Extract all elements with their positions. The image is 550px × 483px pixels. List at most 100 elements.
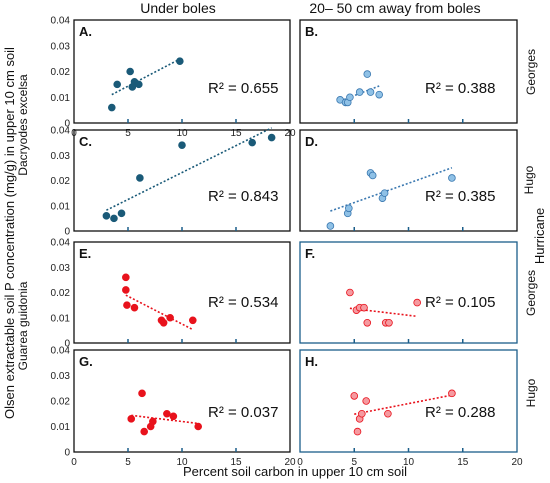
data-point	[346, 93, 354, 102]
panel-a: 00.010.020.030.040 5 10 15 20A.R² = 0.655	[51, 16, 296, 140]
data-point	[126, 67, 134, 76]
data-point	[448, 389, 456, 398]
x-tick-label: 10	[176, 457, 188, 468]
x-tick-label: 20	[284, 457, 296, 468]
y-tick-label: 0.03	[51, 41, 71, 52]
plot-frame	[299, 19, 518, 124]
data-point	[169, 412, 178, 421]
y-tick-label: 0.04	[51, 346, 71, 357]
y-tick-label: 0.01	[51, 422, 71, 433]
y-tick-label: 0.04	[51, 16, 71, 27]
data-point	[385, 318, 393, 327]
data-point	[194, 422, 203, 431]
data-point	[130, 303, 139, 312]
data-point	[189, 316, 197, 325]
data-point	[384, 409, 392, 418]
panel-f: F. R² = 0.105	[299, 241, 518, 344]
plot-frame	[299, 241, 518, 344]
trendline	[111, 58, 181, 96]
data-point	[368, 171, 377, 180]
x-axis-title: Percent soil carbon in upper 10 cm soil	[183, 464, 407, 479]
data-point	[413, 298, 421, 307]
row-label-hugo-bottom: Hugo	[524, 378, 538, 407]
x-tick-label: 5	[351, 457, 357, 468]
panel-letter: A.	[79, 24, 92, 39]
y-tick-label: 0.01	[51, 313, 71, 324]
x-tick-label: 5	[125, 457, 131, 468]
data-point	[102, 212, 111, 220]
species-label-top: Dacryodes excelsa	[16, 74, 30, 176]
y-tick-label: 0.01	[51, 201, 71, 212]
data-point	[375, 90, 384, 99]
data-point	[113, 80, 121, 89]
trendline	[106, 127, 272, 211]
data-point	[140, 427, 149, 436]
plot-frame	[73, 19, 291, 124]
data-point	[248, 138, 257, 147]
x-tick-label: 0	[297, 457, 303, 468]
panel-letter: B.	[305, 24, 318, 39]
trendline	[125, 294, 194, 331]
data-point	[166, 313, 174, 322]
y-tick-label: 0.03	[51, 371, 71, 382]
trendline	[131, 414, 199, 425]
plot-frame	[299, 129, 518, 232]
y-tick-label: 0.03	[51, 263, 71, 274]
panel-d: D. R² = 0.385	[299, 129, 518, 232]
data-point	[362, 397, 370, 405]
x-tick-label: 5	[125, 128, 131, 139]
panel-letter: F.	[305, 246, 315, 261]
panel-b: B. R² = 0.388	[299, 19, 518, 124]
r-squared-label: R² = 0.385	[425, 188, 495, 205]
row-label-georges-top: Georges	[524, 49, 538, 95]
data-point	[159, 318, 168, 327]
x-tick-label: 10	[176, 128, 188, 139]
y-axis-title: Olsen extractable soil P concentration (…	[2, 47, 17, 419]
data-point	[178, 141, 186, 149]
data-point	[358, 409, 366, 418]
data-point	[326, 222, 335, 230]
y-tick-label: 0.03	[51, 151, 71, 162]
data-point	[127, 415, 136, 423]
r-squared-label: R² = 0.843	[208, 188, 278, 205]
plot-frame	[73, 241, 291, 344]
data-point	[360, 303, 368, 312]
data-point	[163, 409, 171, 418]
y-tick-label: 0.04	[51, 238, 71, 249]
data-point	[122, 273, 130, 282]
data-point	[108, 103, 116, 112]
data-point	[353, 427, 362, 436]
data-point	[448, 174, 456, 182]
x-tick-label: 10	[403, 457, 415, 468]
r-squared-label: R² = 0.288	[425, 404, 495, 421]
y-tick-label: 0.02	[51, 176, 71, 187]
data-point	[363, 318, 372, 327]
plot-frame	[299, 349, 518, 453]
panel-letter: G.	[79, 354, 93, 369]
panel-letter: C.	[79, 134, 92, 149]
column-title-under-boles: Under boles	[140, 0, 216, 16]
data-point	[355, 88, 364, 96]
data-point	[366, 88, 375, 96]
panel-h: 0 5 10 15 20 H. R² = 0.288	[297, 349, 523, 468]
y-tick-label: 0.04	[51, 126, 71, 137]
data-point	[110, 214, 118, 223]
x-tick-label: 15	[457, 457, 469, 468]
x-tick-label: 0	[71, 457, 77, 468]
data-point	[138, 389, 146, 398]
r-squared-label: R² = 0.388	[425, 80, 495, 97]
panel-c: 0 0.01 0.02 0.03 0.04 C. R² = 0.843	[51, 126, 291, 238]
panel-letter: H.	[305, 354, 318, 369]
trendline	[330, 167, 453, 212]
panel-g: 0 0.01 0.02 0.03 0.04 0 5 10 15 20 G. R² = 0.037	[51, 346, 296, 469]
data-point	[117, 209, 126, 218]
data-point	[135, 80, 143, 89]
r-squared-label: R² = 0.037	[208, 404, 278, 421]
hurricane-label: Hurricane	[532, 208, 547, 264]
trendline	[349, 307, 418, 318]
species-label-bottom: Guarea guidonia	[16, 281, 30, 370]
r-squared-label: R² = 0.105	[425, 294, 495, 311]
r-squared-label: R² = 0.534	[208, 294, 278, 311]
data-point	[123, 301, 131, 309]
